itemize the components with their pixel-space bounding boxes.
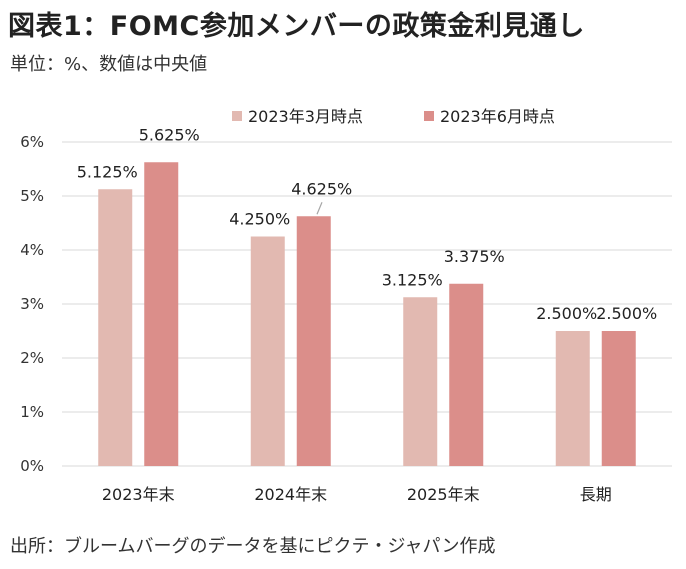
label-leader-line	[316, 202, 323, 215]
y-tick-label: 3%	[20, 295, 44, 313]
y-tick-label: 0%	[20, 457, 44, 475]
chart-subtitle: 単位：%、数値は中央値	[10, 54, 208, 75]
data-label: 5.125%	[77, 162, 138, 181]
y-tick-label: 5%	[20, 187, 44, 205]
bar-march-2	[403, 297, 438, 466]
bar-june-2	[449, 283, 484, 466]
y-tick-label: 4%	[20, 241, 44, 259]
x-category-label: 2025年末	[407, 485, 480, 504]
bar-march-0	[98, 189, 133, 466]
source-note: 出所：ブルームバーグのデータを基にピクテ・ジャパン作成	[10, 536, 496, 557]
data-label: 4.625%	[291, 179, 352, 198]
bar-march-3	[555, 331, 590, 466]
bar-june-0	[144, 162, 179, 466]
legend-label: 2023年6月時点	[440, 107, 555, 126]
data-label: 3.125%	[382, 270, 443, 289]
bar-march-1	[250, 236, 285, 466]
y-tick-label: 1%	[20, 403, 44, 421]
y-axis-ticks: 0% 1% 2% 3% 4% 5% 6%	[20, 133, 44, 475]
legend-label: 2023年3月時点	[248, 107, 363, 126]
y-tick-label: 6%	[20, 133, 44, 151]
bar-june-3	[601, 331, 636, 466]
data-label: 2.500%	[596, 304, 657, 323]
chart-title: 図表1：FOMC参加メンバーの政策金利見通し	[8, 11, 585, 42]
legend: 2023年3月時点 2023年6月時点	[232, 107, 555, 126]
legend-swatch	[232, 111, 242, 121]
data-label: 2.500%	[536, 304, 597, 323]
data-label: 5.625%	[139, 125, 200, 144]
x-category-label: 長期	[580, 485, 612, 504]
data-label: 3.375%	[444, 247, 505, 266]
data-labels: 5.125%5.625% 4.250%4.625% 3.125%3.375% 2.50…	[77, 125, 658, 323]
bars	[98, 162, 636, 466]
x-category-label: 2024年末	[254, 485, 327, 504]
legend-swatch	[424, 111, 434, 121]
data-label: 4.250%	[229, 210, 290, 229]
y-tick-label: 2%	[20, 349, 44, 367]
bar-june-1	[296, 216, 331, 466]
x-category-label: 2023年末	[102, 485, 175, 504]
x-axis-categories: 2023年末 2024年末 2025年末 長期	[102, 485, 612, 504]
